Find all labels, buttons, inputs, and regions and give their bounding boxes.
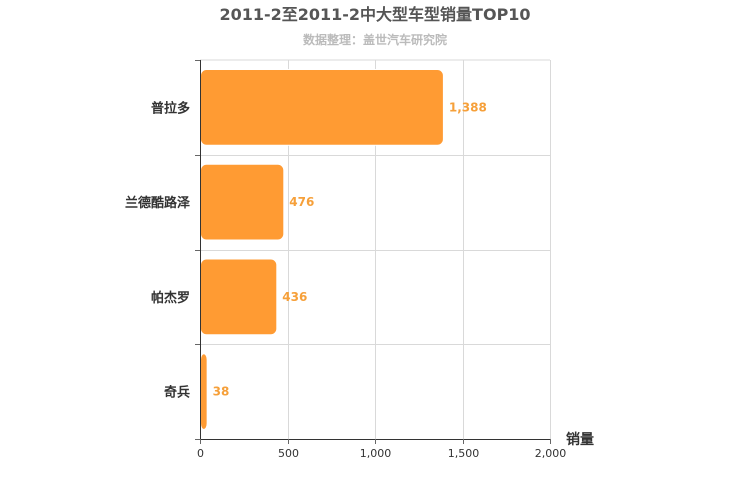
data-label: 476: [289, 195, 314, 209]
bar-0: [200, 68, 444, 146]
x-tick-label: 1,000: [360, 447, 392, 460]
category-label: 普拉多: [151, 100, 190, 116]
data-label: 1,388: [449, 100, 487, 114]
x-axis-title: 销量: [566, 431, 594, 448]
bars: [200, 68, 444, 431]
chart-title: 2011-2至2011-2中大型车型销量TOP10: [219, 5, 530, 24]
category-label: 兰德酷路泽: [125, 195, 191, 211]
x-tick-label: 500: [278, 447, 299, 460]
x-tick-label: 0: [197, 447, 204, 460]
axes: [195, 60, 551, 444]
bar-3: [200, 353, 208, 431]
category-label: 帕杰罗: [151, 290, 190, 306]
x-tick-label: 1,500: [448, 447, 480, 460]
data-label: 436: [282, 290, 307, 304]
labels: 0 500 1,000 1,500 2,000 普拉多 1,388 兰德酷路泽 476 帕杰罗 43…: [125, 100, 566, 460]
x-tick-label: 2,000: [535, 447, 567, 460]
category-label: 奇兵: [164, 385, 190, 401]
bar-2: [200, 258, 278, 336]
bar-1: [200, 163, 285, 241]
chart-subtitle: 数据整理：盖世汽车研究院: [303, 32, 447, 47]
data-label: 38: [213, 385, 230, 399]
